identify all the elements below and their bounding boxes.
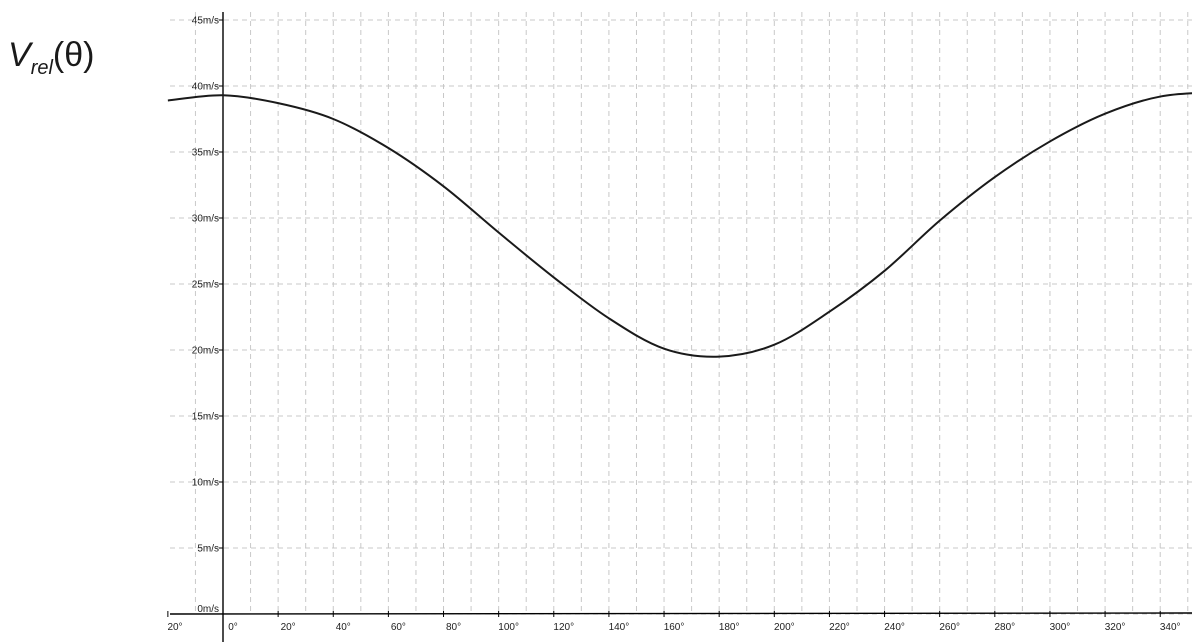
series-line-vrel	[167, 92, 1192, 358]
x-tick-label: 100°	[498, 622, 519, 633]
x-tick-label: 120°	[553, 622, 574, 633]
series-lines	[167, 92, 1192, 358]
y-tick-labels: 0m/s 5m/s 10m/s 15m/s 20m/s 25m/s 30m/s 35m/s 40…	[192, 16, 223, 615]
x-tick-label: 220°	[829, 622, 850, 633]
x-tick-label: 160°	[664, 622, 685, 633]
x-axis-line	[169, 612, 1192, 615]
x-tick-label: 0°	[228, 622, 238, 633]
y-tick-label: 15m/s	[192, 412, 219, 423]
y-tick-label: 20m/s	[192, 346, 219, 357]
x-tick-label: 80°	[446, 622, 461, 633]
y-tick-label: 35m/s	[192, 148, 219, 159]
y-tick-label: 30m/s	[192, 214, 219, 225]
y-tick-label: 5m/s	[197, 544, 219, 555]
y-label-subscript: rel	[30, 56, 53, 79]
x-tick-label: 20°	[167, 622, 182, 633]
y-tick-label: 25m/s	[192, 280, 219, 291]
y-axis-label: Vrel(θ)	[8, 36, 94, 80]
y-tick-label: 45m/s	[192, 16, 219, 27]
x-tick-label: 300°	[1050, 622, 1071, 633]
y-tick-label: 0m/s	[197, 604, 219, 615]
x-tick-label: 320°	[1105, 622, 1126, 633]
grid-lines	[170, 12, 1192, 615]
x-tick-label: 40°	[336, 622, 351, 633]
x-tick-label: 180°	[719, 622, 740, 633]
x-tick-label: 240°	[884, 622, 905, 633]
axes	[169, 12, 1192, 642]
x-tick-label: 260°	[939, 622, 960, 633]
x-tick-label: 200°	[774, 622, 795, 633]
x-tick-label: 20°	[281, 622, 296, 633]
y-label-argument: (θ)	[52, 36, 95, 74]
x-tick-label: 60°	[391, 622, 406, 633]
x-tick-labels: 20° 0° 20° 40° 60° 80° 100° 120° 140° 160° 180° 200…	[167, 611, 1181, 633]
y-tick-label: 10m/s	[192, 478, 219, 489]
x-tick-label: 140°	[609, 622, 630, 633]
y-label-variable: V	[8, 36, 31, 74]
y-tick-label: 40m/s	[192, 82, 219, 93]
x-tick-label: 280°	[994, 622, 1015, 633]
x-tick-label: 340°	[1160, 622, 1181, 633]
